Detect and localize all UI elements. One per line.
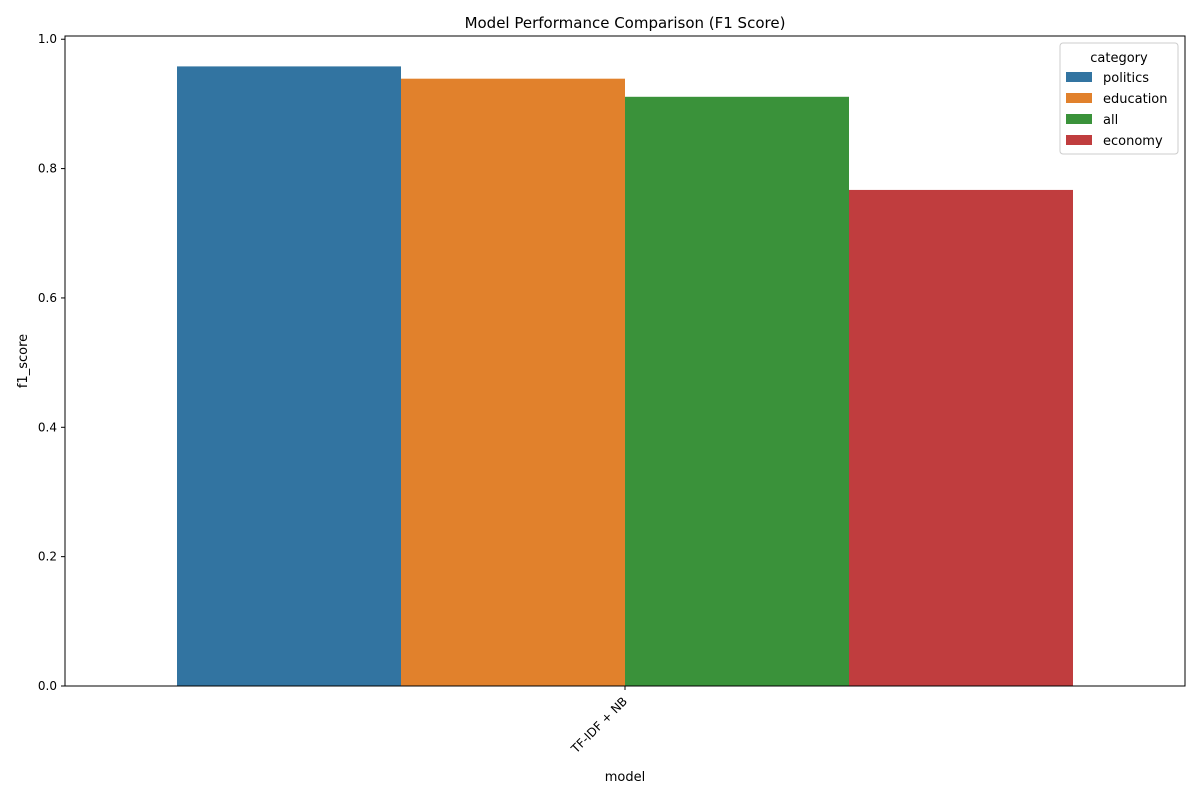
y-tick-label: 0.6 xyxy=(38,291,57,305)
x-axis-title: model xyxy=(605,770,645,785)
y-tick-label: 1.0 xyxy=(38,32,57,46)
bar-all xyxy=(625,96,849,686)
legend-swatch-economy xyxy=(1066,135,1092,145)
legend-frame xyxy=(1059,42,1179,155)
y-tick-label: 0.0 xyxy=(38,679,57,693)
bar-politics xyxy=(177,66,401,686)
bars-group xyxy=(177,66,1073,686)
y-tick-label: 0.4 xyxy=(38,420,57,434)
legend-label-politics: politics xyxy=(1103,71,1149,86)
x-tick-label: TF-IDF + NB xyxy=(568,694,630,756)
legend-title: category xyxy=(1090,51,1148,66)
bar-economy xyxy=(849,189,1073,686)
chart-title: Model Performance Comparison (F1 Score) xyxy=(465,14,786,32)
bar-education xyxy=(401,78,625,686)
legend-entries: politics education all economy xyxy=(1066,71,1168,149)
plot-frame xyxy=(64,35,1186,687)
legend-swatch-all xyxy=(1066,114,1092,124)
y-tick-label: 0.8 xyxy=(38,162,57,176)
legend-label-all: all xyxy=(1103,113,1118,128)
legend-swatch-education xyxy=(1066,93,1092,103)
legend: category politics education all economy xyxy=(1059,42,1179,155)
x-axis-ticks: TF-IDF + NB xyxy=(568,686,630,757)
y-tick-label: 0.2 xyxy=(38,550,57,564)
legend-label-economy: economy xyxy=(1103,134,1163,149)
y-axis-title: f1_score xyxy=(16,334,31,388)
legend-label-education: education xyxy=(1103,92,1168,107)
legend-swatch-politics xyxy=(1066,72,1092,82)
y-axis-ticks: 0.0 0.2 0.4 0.6 0.8 1.0 xyxy=(38,32,65,693)
